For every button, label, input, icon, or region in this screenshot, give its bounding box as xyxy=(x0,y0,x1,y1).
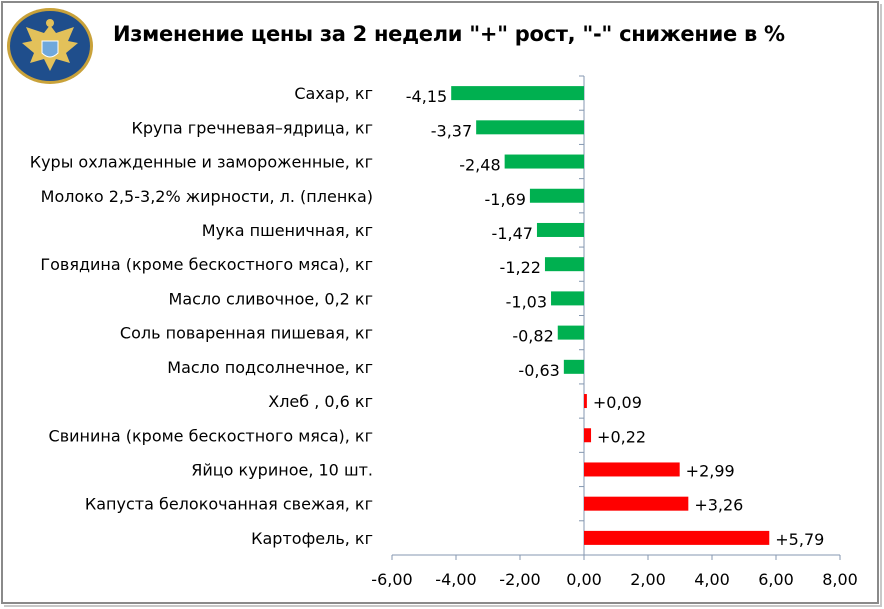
bar xyxy=(476,120,584,135)
category-label: Масло подсолнечное, кг xyxy=(167,358,373,377)
data-label: -1,47 xyxy=(492,224,533,243)
x-tick-label: -6,00 xyxy=(371,570,412,589)
category-label: Молоко 2,5-3,2% жирности, л. (пленка) xyxy=(41,187,373,206)
data-label: +0,22 xyxy=(597,427,646,446)
chart-title: Изменение цены за 2 недели "+" рост, "-"… xyxy=(113,22,785,46)
data-label: -1,03 xyxy=(506,292,547,311)
data-label: +5,79 xyxy=(775,530,824,549)
bar xyxy=(584,394,587,409)
x-tick-label: -2,00 xyxy=(499,570,540,589)
category-label: Свинина (кроме бескостного мяса), кг xyxy=(49,426,373,445)
bar xyxy=(551,291,584,306)
data-label: -0,82 xyxy=(512,327,553,346)
data-label: +3,26 xyxy=(694,496,743,515)
chart-frame-shadow xyxy=(4,4,882,607)
data-label: -1,69 xyxy=(485,190,526,209)
data-label: +0,09 xyxy=(593,393,642,412)
category-label: Говядина (кроме бескостного мяса), кг xyxy=(40,255,373,274)
data-label: -1,22 xyxy=(500,258,541,277)
x-tick-label: 0,00 xyxy=(566,570,602,589)
category-label: Сахар, кг xyxy=(294,84,373,103)
category-label: Мука пшеничная, кг xyxy=(202,221,373,240)
data-label: -4,15 xyxy=(406,87,447,106)
category-label: Капуста белокочанная свежая, кг xyxy=(85,495,373,514)
emblem-logo xyxy=(4,5,96,91)
bar xyxy=(451,86,584,101)
bar xyxy=(544,257,584,272)
bar xyxy=(536,222,584,237)
data-label: -3,37 xyxy=(431,121,472,140)
category-label: Масло сливочное, 0,2 кг xyxy=(169,289,373,308)
category-label: Соль поваренная пишевая, кг xyxy=(120,324,373,343)
x-tick-label: 2,00 xyxy=(630,570,666,589)
bar xyxy=(584,530,770,545)
data-label: +2,99 xyxy=(686,461,735,480)
bar xyxy=(584,428,592,443)
category-label: Картофель, кг xyxy=(251,529,373,548)
x-tick-label: -4,00 xyxy=(435,570,476,589)
x-tick-label: 4,00 xyxy=(694,570,730,589)
bar xyxy=(584,462,680,477)
category-label: Крупа гречневая–ядрица, кг xyxy=(131,118,373,137)
bar xyxy=(563,359,584,374)
x-tick-label: 6,00 xyxy=(758,570,794,589)
bar xyxy=(557,325,584,340)
data-label: -2,48 xyxy=(459,156,500,175)
category-label: Куры охлажденные и замороженные, кг xyxy=(30,153,373,172)
category-label: Хлеб , 0,6 кг xyxy=(268,392,373,411)
bar xyxy=(584,496,689,511)
bar xyxy=(529,188,584,203)
category-label: Яйцо куриное, 10 шт. xyxy=(191,460,373,479)
x-tick-label: 8,00 xyxy=(822,570,858,589)
bar xyxy=(504,154,584,169)
data-label: -0,63 xyxy=(518,361,559,380)
